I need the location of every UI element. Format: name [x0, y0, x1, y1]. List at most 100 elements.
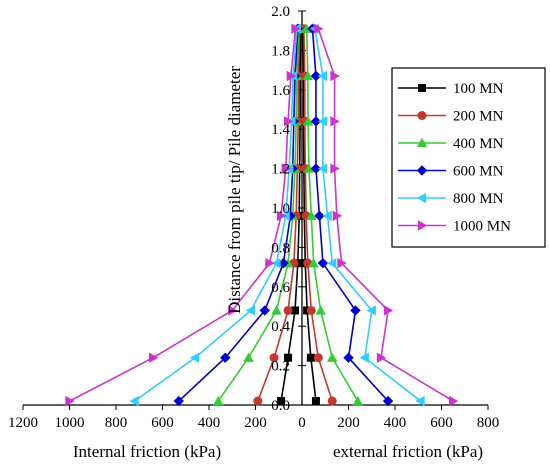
data-point — [366, 305, 376, 316]
data-point — [417, 220, 428, 231]
data-point — [416, 137, 428, 148]
data-point — [283, 305, 293, 315]
legend-item: 1000 MN — [398, 219, 511, 235]
legend-item: 400 MN — [398, 136, 504, 152]
y-tick-label: 1.0 — [271, 201, 290, 217]
data-point — [315, 305, 326, 315]
y-tick-label: 1.4 — [271, 122, 290, 138]
data-point — [283, 116, 294, 127]
data-point — [330, 70, 340, 82]
data-point — [376, 352, 387, 363]
data-point — [330, 163, 340, 174]
data-point — [337, 257, 347, 269]
tick-labels: 1200 1000 800 600 400 200 0 200 400 600 800 0.0 0.2 0… — [8, 4, 499, 431]
data-point — [302, 116, 314, 126]
data-point — [306, 305, 316, 315]
data-point — [149, 352, 159, 363]
legend-label: 600 MN — [453, 164, 504, 180]
y-tick-label: 0.2 — [271, 359, 290, 375]
data-point — [317, 70, 328, 82]
data-point — [317, 257, 329, 269]
data-point — [291, 306, 300, 315]
data-point — [213, 395, 224, 406]
x-tick-label: 400 — [198, 415, 221, 431]
x-axis-title-external: external friction (kPa) — [333, 442, 483, 461]
legend-entries: 100 MN 200 MN 400 MN 600 MN 800 MN 1000 MN — [398, 81, 511, 235]
legend: 100 MN 200 MN 400 MN 600 MN 800 MN 1000 MN — [391, 67, 546, 248]
y-tick-label: 1.8 — [271, 43, 290, 59]
data-point — [382, 395, 394, 407]
data-point — [306, 210, 317, 221]
data-point — [310, 163, 322, 174]
data-point — [327, 396, 337, 406]
data-point — [173, 395, 184, 407]
y-tick-label: 0.6 — [271, 280, 290, 296]
data-point — [343, 352, 354, 363]
legend-box — [391, 67, 546, 248]
data-point — [284, 353, 293, 362]
data-point — [278, 257, 289, 269]
series-layer — [65, 23, 459, 407]
y-tick-label: 1.2 — [271, 162, 290, 178]
x-tick-label: 0 — [298, 415, 306, 431]
legend-label: 1000 MN — [453, 219, 511, 235]
data-point — [310, 116, 322, 127]
x-tick-label: 600 — [430, 415, 453, 431]
data-point — [271, 305, 282, 315]
x-tick-label: 1000 — [55, 415, 85, 431]
legend-label: 800 MN — [453, 191, 504, 207]
data-point — [310, 70, 322, 82]
data-point — [314, 210, 325, 222]
data-point — [291, 23, 301, 34]
data-point — [286, 70, 297, 82]
y-tick-label: 0.4 — [271, 319, 290, 335]
data-point — [327, 257, 337, 269]
data-point — [259, 305, 270, 316]
x-tick-label: 800 — [477, 415, 500, 431]
legend-item: 100 MN — [398, 81, 504, 97]
data-point — [418, 84, 426, 92]
data-point — [417, 111, 427, 120]
data-point — [265, 257, 275, 269]
data-point — [245, 305, 256, 316]
data-point — [352, 395, 363, 406]
data-point — [317, 116, 328, 127]
legend-label: 400 MN — [453, 136, 504, 152]
data-point — [269, 353, 279, 363]
data-point — [277, 397, 286, 406]
data-point — [243, 352, 254, 362]
data-point — [228, 305, 238, 316]
data-point — [220, 352, 231, 363]
data-point — [314, 23, 324, 34]
legend-label: 100 MN — [453, 81, 504, 97]
legend-label: 200 MN — [453, 109, 504, 125]
data-point — [271, 257, 281, 269]
data-point — [65, 395, 75, 407]
data-point — [332, 210, 343, 222]
data-point — [416, 192, 427, 204]
legend-item: 800 MN — [398, 191, 504, 207]
data-point — [189, 352, 200, 363]
data-point — [313, 353, 323, 363]
y-tick-label: 1.6 — [271, 83, 290, 99]
data-point — [253, 396, 263, 406]
data-point — [317, 163, 328, 174]
data-point — [129, 395, 139, 407]
data-point — [276, 210, 287, 222]
data-point — [327, 352, 338, 362]
x-tick-label: 400 — [384, 415, 407, 431]
x-tick-label: 200 — [337, 415, 360, 431]
data-point — [281, 163, 291, 174]
data-point — [302, 70, 314, 81]
data-point — [415, 395, 425, 407]
x-tick-label: 600 — [151, 415, 174, 431]
data-point — [383, 305, 394, 316]
x-axis-title-internal: Internal friction (kPa) — [73, 442, 221, 461]
y-tick-label: 2.0 — [271, 4, 290, 20]
series-line-internal — [69, 28, 297, 402]
x-tick-label: 800 — [105, 415, 128, 431]
y-tick-label: 0.0 — [271, 398, 290, 414]
data-point — [330, 116, 340, 127]
legend-item: 600 MN — [398, 164, 504, 180]
